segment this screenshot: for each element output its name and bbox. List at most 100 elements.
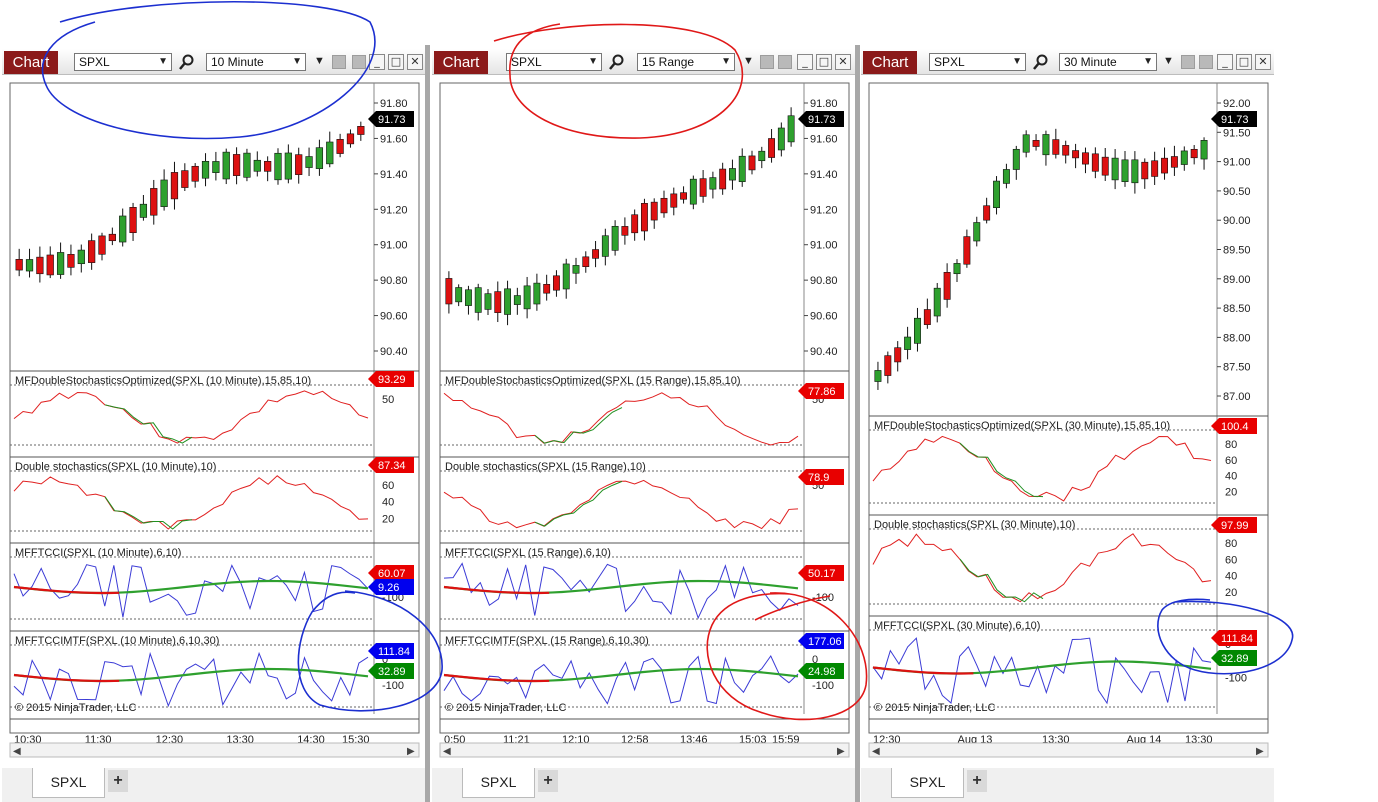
candle — [768, 138, 775, 158]
axis-tick-label: 20 — [382, 513, 394, 525]
close-icon[interactable]: ✕ — [407, 54, 423, 70]
candle — [729, 168, 736, 181]
candle — [611, 225, 619, 251]
chart-style-dropdown-icon[interactable]: ▼ — [1163, 55, 1174, 67]
candle — [748, 155, 756, 171]
value-badge: 9.26 — [378, 582, 399, 594]
candle — [523, 285, 531, 310]
oscillator-line-green — [104, 496, 193, 530]
axis-tick-label: 90.80 — [810, 275, 838, 287]
value-badge-bg — [798, 565, 844, 581]
plus-icon[interactable]: + — [108, 770, 128, 792]
axis-tick-label: 60 — [382, 480, 394, 492]
candle — [191, 165, 199, 182]
value-badge: 87.34 — [378, 460, 406, 472]
axis-tick-label: -100 — [812, 592, 834, 604]
candle — [455, 287, 463, 303]
axis-tick-label: -100 — [1225, 673, 1247, 685]
candle — [445, 278, 453, 305]
chart-title-tab[interactable]: Chart — [434, 51, 488, 74]
window-separator — [855, 45, 860, 802]
axis-tick-label: 88.50 — [1223, 303, 1251, 315]
sheet-tab-spxl[interactable]: SPXL — [32, 768, 105, 798]
sheet-tab-spxl[interactable]: SPXL — [462, 768, 535, 798]
candle — [1052, 139, 1060, 155]
axis-tick-label: 60 — [1225, 554, 1237, 566]
candle — [1170, 156, 1178, 168]
plus-icon[interactable]: + — [967, 770, 987, 792]
chart-window-3: Chart SPXL ▼ 30 Minute ▼ ▼ _ □ ✕ 92.00 91… — [861, 49, 1274, 802]
toolbar-button[interactable] — [352, 55, 366, 69]
candle — [295, 154, 303, 175]
search-icon[interactable] — [1032, 53, 1050, 71]
scroll-right-icon: ▶ — [837, 746, 845, 757]
toolbar-button[interactable] — [778, 55, 792, 69]
candle — [36, 256, 44, 275]
horizontal-scrollbar — [439, 742, 850, 758]
axis-tick-label: 87.00 — [1223, 391, 1251, 403]
value-badge: 24.98 — [808, 666, 836, 678]
candle — [1091, 153, 1099, 172]
close-icon[interactable]: ✕ — [835, 54, 851, 70]
period-select[interactable]: 10 Minute ▼ — [206, 53, 306, 71]
period-select[interactable]: 30 Minute ▼ — [1059, 53, 1157, 71]
toolbar-button[interactable] — [1181, 55, 1195, 69]
dropdown-arrow-icon: ▼ — [158, 56, 168, 67]
candle — [357, 126, 365, 135]
chart-style-dropdown-icon[interactable]: ▼ — [743, 55, 754, 67]
search-icon[interactable] — [178, 53, 196, 71]
sheet-tab-spxl[interactable]: SPXL — [891, 768, 964, 798]
candle — [46, 254, 54, 276]
candle — [914, 317, 921, 344]
axis-tick-label: 90.00 — [1223, 215, 1251, 227]
chart-area[interactable]: 92.00 91.50 91.00 90.50 90.00 89.50 89.00 88.50… — [861, 79, 1274, 779]
value-badge: 97.99 — [1221, 520, 1249, 532]
instrument-select[interactable]: SPXL ▼ — [506, 53, 602, 71]
chart-style-dropdown-icon[interactable]: ▼ — [314, 55, 325, 67]
candle — [264, 160, 272, 172]
instrument-select[interactable]: SPXL ▼ — [74, 53, 172, 71]
candle — [650, 201, 658, 221]
minimize-icon[interactable]: _ — [369, 54, 385, 70]
candle — [641, 203, 648, 232]
last-price-badge-bg — [798, 111, 844, 127]
tab-strip: SPXL + — [2, 768, 425, 802]
last-price-badge: 91.73 — [1221, 114, 1249, 126]
axis-tick-label: -100 — [382, 680, 404, 692]
candle — [621, 226, 629, 236]
axis-tick-label: 90.60 — [380, 311, 408, 323]
candle — [170, 172, 179, 200]
close-icon[interactable]: ✕ — [1255, 54, 1271, 70]
search-icon[interactable] — [608, 53, 626, 71]
scroll-left-icon: ◀ — [872, 746, 880, 757]
maximize-icon[interactable]: □ — [816, 54, 832, 70]
minimize-icon[interactable]: _ — [797, 54, 813, 70]
candle — [689, 178, 697, 205]
candle — [582, 256, 590, 267]
maximize-icon[interactable]: □ — [1236, 54, 1252, 70]
instrument-value: SPXL — [934, 55, 965, 69]
chart-title-tab[interactable]: Chart — [4, 51, 58, 74]
candle — [553, 275, 560, 291]
value-badge: 32.89 — [1221, 653, 1249, 665]
maximize-icon[interactable]: □ — [388, 54, 404, 70]
dropdown-arrow-icon: ▼ — [1143, 56, 1153, 67]
chart-area[interactable]: 91.80 91.60 91.40 91.20 91.00 90.80 90.60 90.40… — [432, 79, 855, 779]
scroll-left-icon: ◀ — [443, 746, 451, 757]
chart-area[interactable]: 91.80 91.60 91.40 91.20 91.00 90.80 90.60 90.40… — [2, 79, 425, 779]
chart-title-tab[interactable]: Chart — [863, 51, 917, 74]
instrument-select[interactable]: SPXL ▼ — [929, 53, 1026, 71]
toolbar-button[interactable] — [760, 55, 774, 69]
oscillator-line-green — [534, 407, 623, 444]
candle — [592, 249, 599, 259]
candle — [533, 282, 541, 305]
candle — [1072, 150, 1080, 159]
candle — [326, 141, 334, 165]
minimize-icon[interactable]: _ — [1217, 54, 1233, 70]
axis-tick-label: 40 — [1225, 571, 1237, 583]
toolbar-button[interactable] — [332, 55, 346, 69]
toolbar-button[interactable] — [1199, 55, 1213, 69]
candle — [315, 147, 324, 169]
plus-icon[interactable]: + — [538, 770, 558, 792]
period-select[interactable]: 15 Range ▼ — [637, 53, 735, 71]
